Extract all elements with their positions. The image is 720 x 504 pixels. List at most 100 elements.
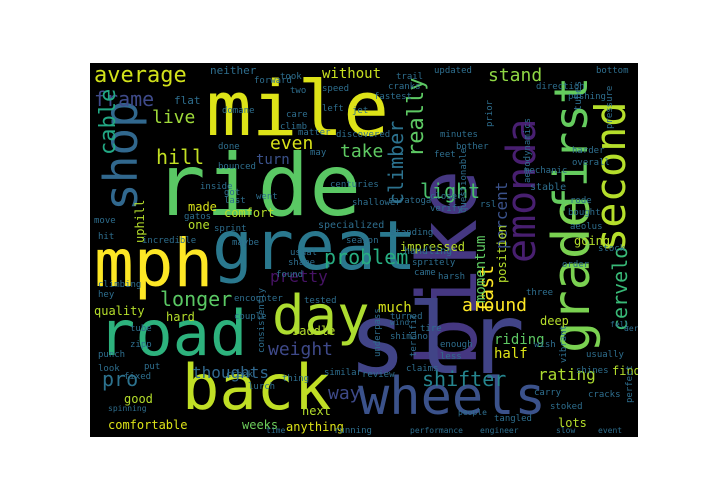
word-hard: hard	[166, 310, 195, 324]
word-day: day	[272, 284, 370, 347]
word-back: back	[182, 351, 332, 424]
word-riding: riding	[494, 332, 545, 348]
word-carry: carry	[534, 388, 562, 398]
word-fell: fell	[610, 320, 630, 329]
word-two: two	[290, 86, 307, 96]
word-may: may	[310, 148, 327, 158]
word-found: found	[276, 270, 304, 280]
word-position: position	[495, 225, 509, 283]
word-weeks: weeks	[242, 418, 279, 432]
word-ride: ride	[154, 136, 362, 236]
word-harsh: harsh	[438, 272, 466, 282]
word-matter: matter	[298, 128, 331, 138]
word-wind: wind	[390, 318, 410, 327]
word-aero: aero	[624, 324, 638, 333]
word-pretty: pretty	[270, 267, 328, 286]
word-fixed: fixed	[124, 372, 152, 382]
word-prior: prior	[485, 99, 495, 127]
word-updated: updated	[434, 66, 472, 76]
word-consistently: consistently	[257, 287, 267, 353]
word-aeolus: aeolus	[570, 222, 603, 232]
word-much: much	[378, 300, 412, 316]
word-sprint: sprint	[214, 224, 247, 234]
word-way: way	[328, 383, 361, 404]
word-without: without	[322, 66, 382, 82]
word-weight: weight	[268, 339, 334, 360]
word-minutes: minutes	[440, 130, 478, 140]
word-wheels: wheels	[358, 367, 546, 427]
word-direction: direction	[536, 82, 585, 92]
word-stock: stock	[598, 244, 626, 254]
word-slr: slr	[348, 283, 526, 397]
word-came: came	[414, 268, 436, 278]
word-saddle: saddle	[292, 324, 336, 338]
word-bounced: bounced	[218, 162, 256, 172]
word-handling: handling	[404, 246, 453, 257]
word-bother: bother	[456, 142, 489, 152]
word-rating: rating	[538, 365, 596, 384]
word-shimano: shimano	[390, 332, 428, 342]
word-momentum: momentum	[473, 235, 489, 303]
word-claims: claims	[406, 364, 439, 374]
word-stable: stable	[530, 182, 567, 193]
word-good: good	[124, 392, 153, 406]
word-maybe: maybe	[232, 238, 260, 248]
word-went: went	[256, 192, 278, 202]
word-forward: forward	[254, 76, 292, 86]
word-centuries: centuries	[330, 180, 379, 190]
word-domane: domane	[222, 106, 255, 116]
word-stand: stand	[488, 65, 543, 86]
word-turned: turned	[390, 312, 423, 322]
word-usually: usually	[586, 350, 624, 360]
word-put: put	[144, 362, 161, 372]
word-fastest: fastest	[374, 92, 412, 102]
word-order: order	[562, 260, 590, 270]
word-got: got	[224, 188, 241, 198]
word-tangled: tangled	[494, 414, 532, 424]
word-lurch: lurch	[248, 382, 276, 392]
word-lots: lots	[558, 416, 587, 430]
word-rsl: rsl	[480, 200, 497, 210]
word-light: light	[420, 179, 481, 203]
word-great: great	[212, 207, 417, 286]
word-flat: flat	[174, 94, 201, 107]
word-cable: cable	[96, 88, 121, 155]
word-find: find	[612, 364, 638, 378]
word-bottom: bottom	[596, 66, 629, 76]
word-harder: harder	[572, 146, 605, 156]
word-engineer: engineer	[480, 426, 519, 435]
word-left: left	[322, 104, 344, 114]
word-jet: jet	[352, 106, 369, 116]
word-even: even	[270, 133, 314, 154]
word-road: road	[98, 297, 248, 370]
word-discovered: discovered	[336, 130, 391, 140]
word-review: review	[362, 370, 395, 380]
word-care: care	[286, 110, 308, 120]
word-creek: creek	[226, 370, 254, 380]
word-climb: climb	[280, 122, 308, 132]
word-around: around	[462, 295, 528, 316]
word-encounter: encounter	[234, 294, 283, 304]
word-took: took	[280, 72, 302, 82]
word-deep: deep	[540, 314, 569, 328]
word-neither: neither	[210, 64, 257, 77]
word-slow: slow	[556, 426, 576, 435]
word-thoughts: thoughts	[192, 363, 270, 382]
word-gatos: gatos	[184, 212, 212, 222]
word-punch: punch	[98, 350, 126, 360]
word-impressed: impressed	[400, 240, 466, 254]
word-bought: bought	[568, 208, 601, 218]
word-hit: hit	[98, 232, 115, 242]
word-vibrant: vibrant	[559, 325, 569, 363]
word-longer: longer	[160, 287, 233, 311]
word-hey: hey	[98, 290, 115, 300]
word-inside: inside	[200, 182, 233, 192]
word-last: last	[224, 196, 246, 206]
word-trail: trail	[396, 72, 424, 82]
word-half: half	[494, 346, 528, 362]
word-cracks: cracks	[588, 390, 621, 400]
word-shallower: shallower	[352, 198, 401, 208]
word-underpass: underpass	[373, 308, 383, 357]
word-take: take	[340, 141, 384, 162]
word-going: going	[574, 234, 611, 248]
